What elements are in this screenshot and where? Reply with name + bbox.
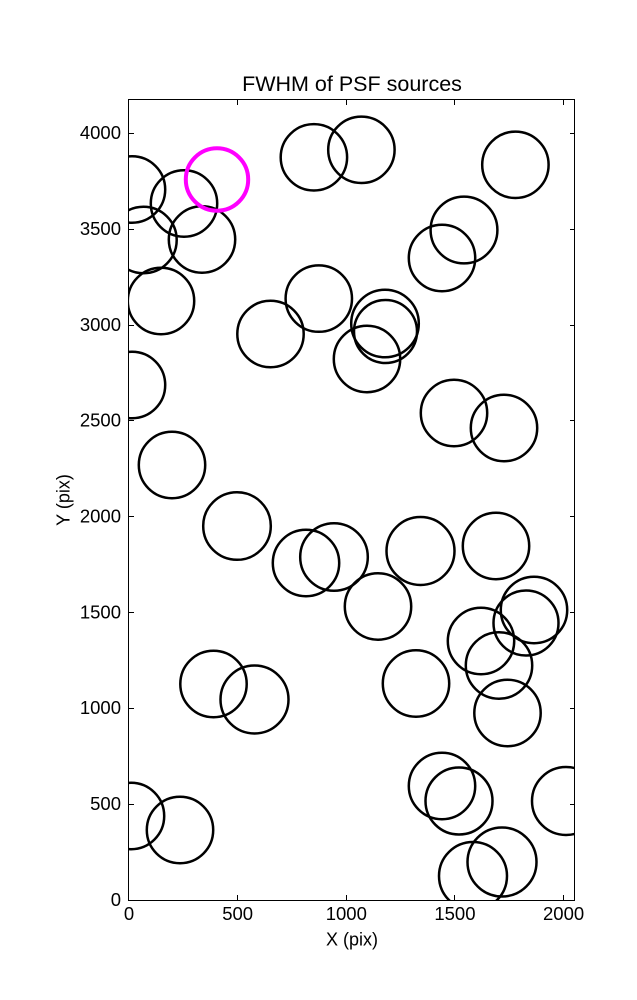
svg-text:1000: 1000 (326, 903, 367, 924)
svg-text:0: 0 (111, 889, 121, 910)
svg-text:2000: 2000 (543, 903, 584, 924)
svg-text:Y (pix): Y (pix) (54, 474, 74, 526)
svg-text:1500: 1500 (80, 601, 121, 622)
svg-text:500: 500 (222, 903, 253, 924)
svg-text:2500: 2500 (80, 410, 121, 431)
svg-text:0: 0 (124, 903, 134, 924)
svg-text:FWHM of PSF sources: FWHM of PSF sources (242, 72, 462, 96)
svg-text:500: 500 (90, 793, 121, 814)
svg-text:1500: 1500 (434, 903, 475, 924)
svg-text:3500: 3500 (80, 218, 121, 239)
svg-text:2000: 2000 (80, 506, 121, 527)
svg-text:4000: 4000 (80, 122, 121, 143)
svg-text:X (pix): X (pix) (326, 930, 378, 950)
svg-text:1000: 1000 (80, 697, 121, 718)
svg-text:3000: 3000 (80, 314, 121, 335)
